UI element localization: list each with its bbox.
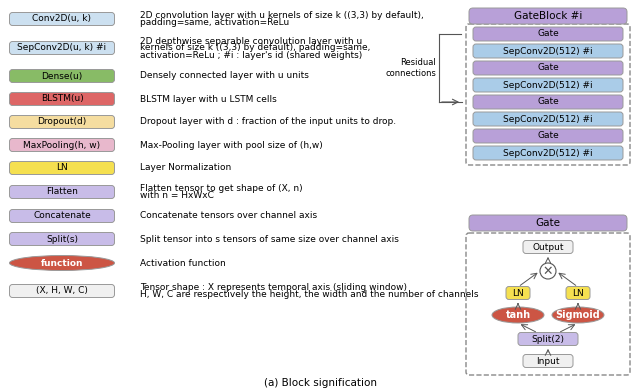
Text: Gate: Gate <box>537 64 559 73</box>
Text: Tensor shape : X represents temporal axis (sliding window): Tensor shape : X represents temporal axi… <box>140 283 407 292</box>
Text: (a) Block signification: (a) Block signification <box>264 378 376 388</box>
FancyBboxPatch shape <box>473 129 623 143</box>
Text: GateBlock #i: GateBlock #i <box>514 11 582 21</box>
Text: Activation function: Activation function <box>140 258 226 267</box>
FancyBboxPatch shape <box>10 139 115 151</box>
Ellipse shape <box>10 256 115 270</box>
Text: Residual
connections: Residual connections <box>385 58 436 78</box>
Text: LN: LN <box>572 289 584 298</box>
Text: function: function <box>41 258 83 267</box>
Text: Conv2D(u, k): Conv2D(u, k) <box>33 14 92 24</box>
Text: Densely connected layer with u units: Densely connected layer with u units <box>140 71 309 80</box>
Text: tanh: tanh <box>506 310 531 320</box>
Text: Gate: Gate <box>537 132 559 140</box>
Text: Dropout layer with d : fraction of the input units to drop.: Dropout layer with d : fraction of the i… <box>140 118 396 126</box>
FancyBboxPatch shape <box>473 27 623 41</box>
FancyBboxPatch shape <box>473 78 623 92</box>
FancyBboxPatch shape <box>473 112 623 126</box>
FancyBboxPatch shape <box>10 284 115 298</box>
Text: Dense(u): Dense(u) <box>42 71 83 80</box>
FancyBboxPatch shape <box>10 210 115 222</box>
FancyBboxPatch shape <box>10 92 115 106</box>
FancyBboxPatch shape <box>10 232 115 246</box>
Text: 2D depthwise separable convolution layer with u: 2D depthwise separable convolution layer… <box>140 36 362 45</box>
FancyBboxPatch shape <box>473 44 623 58</box>
Text: Dropout(d): Dropout(d) <box>37 118 86 126</box>
Text: Split(s): Split(s) <box>46 234 78 244</box>
Text: ✕: ✕ <box>543 265 553 277</box>
Text: 2D convolution layer with u kernels of size k ((3,3) by default),: 2D convolution layer with u kernels of s… <box>140 11 424 20</box>
Text: kernels of size k ((3,3) by default), padding=same,: kernels of size k ((3,3) by default), pa… <box>140 43 371 52</box>
Text: LN: LN <box>512 289 524 298</box>
Text: Split tensor into s tensors of same size over channel axis: Split tensor into s tensors of same size… <box>140 234 399 244</box>
Text: Gate: Gate <box>536 218 561 228</box>
FancyBboxPatch shape <box>10 161 115 175</box>
Text: (X, H, W, C): (X, H, W, C) <box>36 286 88 296</box>
Text: activation=ReLu ; #i : layer's id (shared weights): activation=ReLu ; #i : layer's id (share… <box>140 50 362 59</box>
Text: Gate: Gate <box>537 29 559 38</box>
FancyBboxPatch shape <box>10 185 115 199</box>
FancyBboxPatch shape <box>566 286 590 300</box>
FancyBboxPatch shape <box>523 355 573 367</box>
FancyBboxPatch shape <box>469 215 627 231</box>
Text: LN: LN <box>56 163 68 173</box>
Circle shape <box>540 263 556 279</box>
Text: SepConv2D(512) #i: SepConv2D(512) #i <box>503 80 593 90</box>
FancyBboxPatch shape <box>469 8 627 24</box>
Ellipse shape <box>492 307 544 323</box>
Text: SepConv2D(512) #i: SepConv2D(512) #i <box>503 149 593 158</box>
FancyBboxPatch shape <box>473 146 623 160</box>
Text: padding=same, activation=ReLu: padding=same, activation=ReLu <box>140 18 289 27</box>
FancyBboxPatch shape <box>523 241 573 253</box>
Text: with n = HxWxC: with n = HxWxC <box>140 191 214 200</box>
Text: Flatten tensor to get shape of (X, n): Flatten tensor to get shape of (X, n) <box>140 184 303 193</box>
FancyBboxPatch shape <box>10 116 115 128</box>
FancyBboxPatch shape <box>10 12 115 26</box>
Text: Flatten: Flatten <box>46 187 78 196</box>
Text: Sigmoid: Sigmoid <box>556 310 600 320</box>
FancyBboxPatch shape <box>518 333 578 345</box>
Text: Layer Normalization: Layer Normalization <box>140 163 231 173</box>
Text: H, W, C are respectively the height, the width and the number of channels: H, W, C are respectively the height, the… <box>140 290 479 299</box>
Text: Input: Input <box>536 357 560 365</box>
Text: Max-Pooling layer with pool size of (h,w): Max-Pooling layer with pool size of (h,w… <box>140 140 323 149</box>
Text: Split(2): Split(2) <box>531 334 564 343</box>
Text: Concatenate: Concatenate <box>33 211 91 220</box>
Text: Concatenate tensors over channel axis: Concatenate tensors over channel axis <box>140 211 317 220</box>
FancyBboxPatch shape <box>10 42 115 54</box>
Text: MaxPooling(h, w): MaxPooling(h, w) <box>24 140 100 149</box>
FancyBboxPatch shape <box>473 95 623 109</box>
Text: SepConv2D(512) #i: SepConv2D(512) #i <box>503 114 593 123</box>
FancyBboxPatch shape <box>473 61 623 75</box>
Text: Output: Output <box>532 242 564 251</box>
Text: BLSTM layer with u LSTM cells: BLSTM layer with u LSTM cells <box>140 95 276 104</box>
Text: SepConv2D(u, k) #i: SepConv2D(u, k) #i <box>17 43 107 52</box>
FancyBboxPatch shape <box>10 69 115 83</box>
Text: SepConv2D(512) #i: SepConv2D(512) #i <box>503 47 593 55</box>
FancyBboxPatch shape <box>506 286 530 300</box>
Ellipse shape <box>552 307 604 323</box>
Text: BLSTM(u): BLSTM(u) <box>40 95 83 104</box>
Text: Gate: Gate <box>537 97 559 106</box>
